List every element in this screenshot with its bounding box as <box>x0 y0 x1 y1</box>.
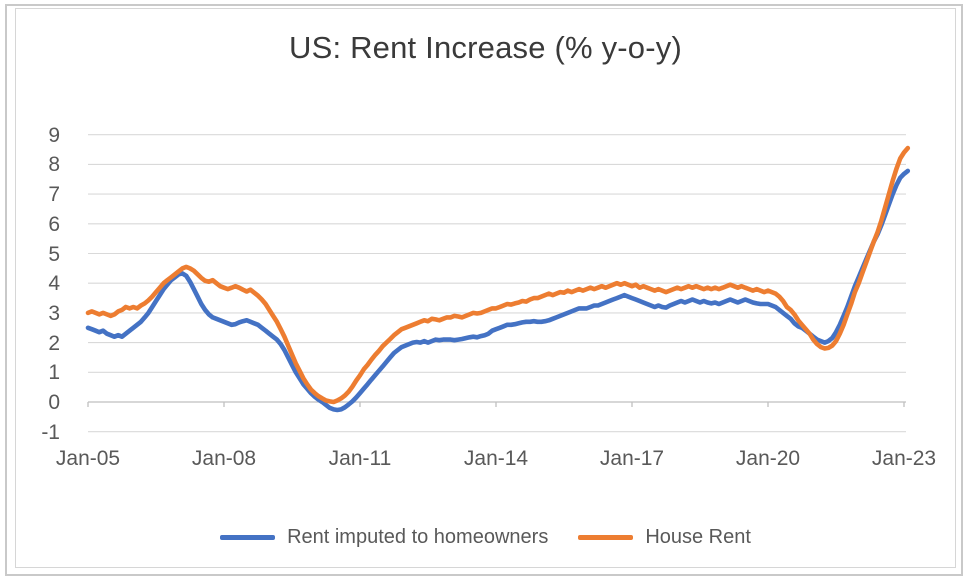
y-axis-tick-label: 2 <box>48 331 60 355</box>
legend-item-house-rent: House Rent <box>578 526 751 549</box>
series-line-blue <box>85 168 911 413</box>
x-axis-tick-label: Jan-23 <box>871 447 937 470</box>
gridlines <box>88 134 906 433</box>
y-axis-tick-label: 9 <box>48 123 60 147</box>
chart-title: US: Rent Increase (% y-o-y) <box>288 30 682 65</box>
y-axis-tick-label: 4 <box>48 272 60 296</box>
legend-label: House Rent <box>645 526 751 548</box>
y-axis-tick-label: 1 <box>48 361 60 385</box>
series-line-orange <box>85 145 911 405</box>
x-axis-tick-label: Jan-17 <box>599 447 665 470</box>
y-axis-tick-label: 5 <box>48 242 60 266</box>
legend-line-swatch-orange <box>578 535 634 540</box>
legend-line-swatch-blue <box>220 535 276 540</box>
y-axis-tick-label: -1 <box>41 420 60 444</box>
data-series-lines <box>85 145 911 413</box>
y-axis-tick-label: 0 <box>48 391 60 414</box>
x-axis-tick-label: Jan-08 <box>191 447 257 470</box>
y-axis-tick-label: 7 <box>48 183 60 207</box>
y-axis-tick-label: 8 <box>48 153 60 177</box>
y-axis-tick-label: 3 <box>48 301 60 325</box>
x-axis-line <box>87 401 906 407</box>
x-axis-tick-label: Jan-11 <box>328 447 392 470</box>
x-axis-tick-label: Jan-05 <box>55 447 121 470</box>
legend-item-rent-imputed: Rent imputed to homeowners <box>220 526 548 549</box>
y-axis-tick-label: 6 <box>48 212 60 236</box>
chart-legend: Rent imputed to homeowners House Rent <box>0 526 971 549</box>
chart-frame <box>15 8 956 568</box>
x-axis-tick-label: Jan-14 <box>463 447 529 470</box>
legend-label: Rent imputed to homeowners <box>287 526 549 548</box>
x-axis-tick-label: Jan-20 <box>735 447 801 470</box>
